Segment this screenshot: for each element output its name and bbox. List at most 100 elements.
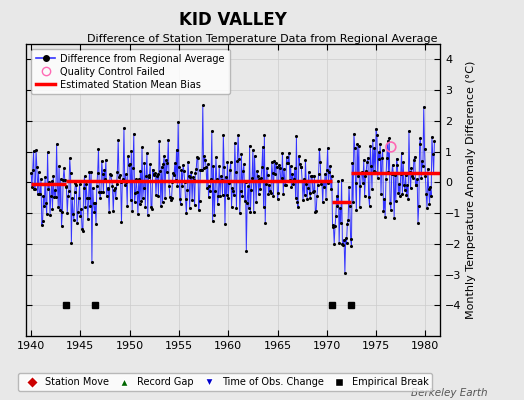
Point <box>327 186 335 193</box>
Point <box>338 241 346 248</box>
Point <box>125 162 133 168</box>
Point <box>172 146 181 153</box>
Point <box>359 156 368 163</box>
Point <box>239 168 247 174</box>
Point <box>271 171 279 177</box>
Point <box>355 143 363 150</box>
Point <box>315 146 324 152</box>
Point <box>231 140 239 146</box>
Point <box>318 178 326 184</box>
Point <box>93 182 101 189</box>
Point <box>232 169 240 175</box>
Point <box>331 223 339 230</box>
Point <box>290 176 298 182</box>
Point <box>189 174 197 181</box>
Point <box>80 173 89 179</box>
Point <box>99 170 107 177</box>
Legend: Station Move, Record Gap, Time of Obs. Change, Empirical Break: Station Move, Record Gap, Time of Obs. C… <box>18 373 432 391</box>
Point <box>323 166 331 173</box>
Point <box>111 185 119 191</box>
Point <box>291 195 300 202</box>
Point <box>30 186 39 192</box>
Point <box>173 183 181 190</box>
Point <box>305 190 314 196</box>
Point <box>373 132 381 138</box>
Point <box>84 194 93 201</box>
Point <box>370 144 379 151</box>
Point <box>129 165 137 171</box>
Point <box>156 167 164 174</box>
Point <box>249 146 257 153</box>
Point <box>417 175 425 182</box>
Point <box>190 176 198 183</box>
Point <box>261 220 269 226</box>
Point <box>242 247 250 254</box>
Point <box>58 209 67 216</box>
Point <box>56 207 64 213</box>
Point <box>243 200 252 206</box>
Point <box>120 124 128 131</box>
Point <box>317 181 325 188</box>
Point <box>199 102 207 109</box>
Point <box>53 181 62 187</box>
Point <box>197 166 205 173</box>
Point <box>139 194 147 201</box>
Point <box>129 130 138 137</box>
Point <box>42 200 50 206</box>
Point <box>133 188 141 195</box>
Point <box>119 176 127 183</box>
Point <box>167 197 175 203</box>
Point <box>55 163 63 169</box>
Point <box>398 191 407 198</box>
Point <box>257 175 265 182</box>
Point <box>336 220 345 226</box>
Point <box>95 189 104 195</box>
Point <box>249 208 258 215</box>
Point <box>425 200 434 207</box>
Point <box>209 163 217 169</box>
Point <box>410 154 419 160</box>
Point <box>416 134 424 141</box>
Point <box>177 201 185 207</box>
Point <box>282 154 291 160</box>
Point <box>141 204 149 210</box>
Point <box>291 165 299 171</box>
Point <box>322 195 330 202</box>
Point <box>379 208 388 214</box>
Point <box>251 177 259 184</box>
Point <box>313 182 322 188</box>
Point <box>103 185 112 191</box>
Point <box>175 164 183 170</box>
Point <box>258 163 266 170</box>
Point <box>337 176 346 183</box>
Point <box>180 167 188 174</box>
Point <box>101 176 109 182</box>
Point <box>154 171 162 178</box>
Point <box>225 180 233 186</box>
Point <box>245 204 253 211</box>
Point <box>298 178 307 184</box>
Point <box>207 176 215 182</box>
Point <box>287 163 295 169</box>
Point <box>372 126 380 132</box>
Point <box>332 192 341 199</box>
Point <box>93 170 102 176</box>
Point <box>89 184 97 191</box>
Point <box>348 159 356 166</box>
Point <box>48 206 57 212</box>
Point <box>343 220 352 227</box>
Point <box>418 158 427 164</box>
Point <box>52 141 61 147</box>
Point <box>326 163 334 169</box>
Point <box>178 182 187 189</box>
Point <box>49 172 58 179</box>
Point <box>145 174 153 180</box>
Point <box>365 203 374 209</box>
Point <box>411 181 420 188</box>
Point <box>31 186 39 192</box>
Point <box>294 153 303 159</box>
Point <box>238 193 246 199</box>
Point <box>170 172 178 178</box>
Point <box>200 153 209 160</box>
Point <box>233 158 242 164</box>
